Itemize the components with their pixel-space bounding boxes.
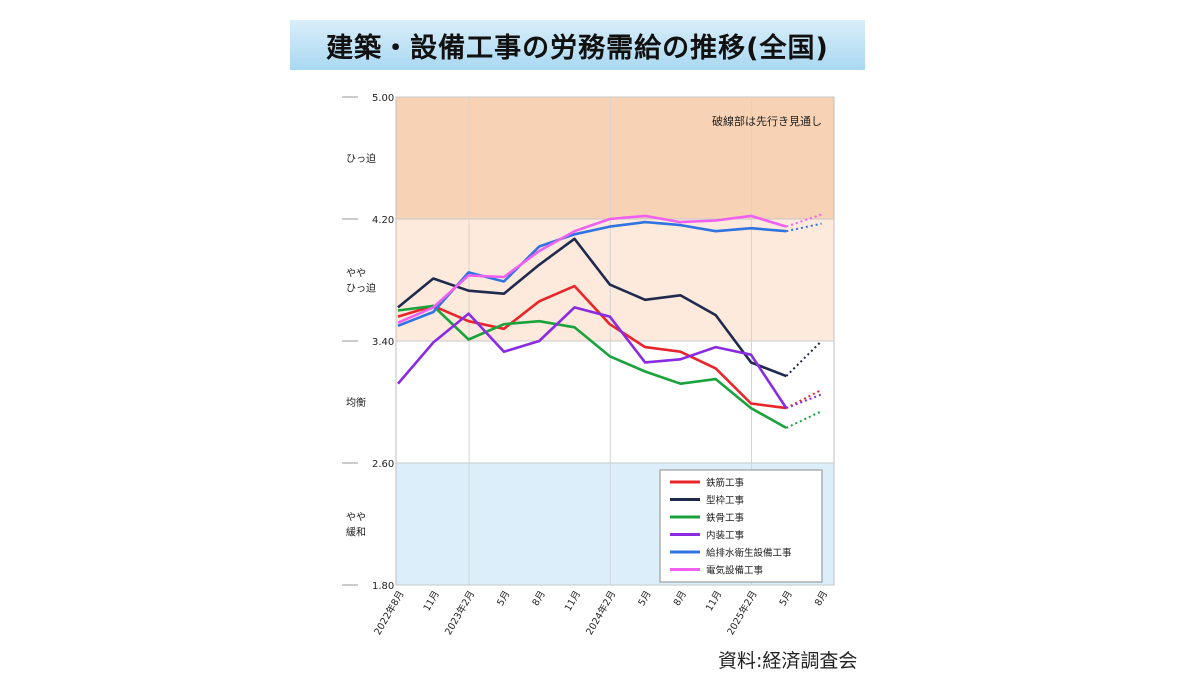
x-tick-layer: 2022年8月 11月 2023年2月 5月 8月 11月 2024年2月 5月 8月 11月 20…	[372, 589, 831, 638]
chart-title: 建築・設備工事の労務需給の推移(全国)	[290, 20, 865, 70]
x-tick-label: 8月	[672, 589, 689, 608]
zone-label: 緩和	[346, 526, 366, 539]
x-tick-label: 5月	[636, 589, 653, 608]
series-forecast-line	[785, 393, 822, 410]
legend-label: 内装工事	[706, 530, 745, 542]
zone-label: やや	[346, 512, 366, 524]
y-tick-label: 4.20	[372, 215, 394, 226]
legend-label: 型枠工事	[706, 495, 745, 507]
y-tick-label: 1.80	[372, 581, 394, 592]
x-tick-label: 8月	[813, 589, 830, 608]
x-tick-label: 11月	[704, 589, 724, 613]
source-note: 資料:経済調査会	[718, 650, 858, 672]
x-tick-label: 11月	[563, 589, 583, 613]
y-tick-label: 2.60	[372, 459, 394, 470]
y-tick-label: 3.40	[372, 337, 394, 348]
series-forecast-line	[785, 213, 822, 228]
legend-label: 給排水衛生設備工事	[706, 547, 792, 559]
series-line	[397, 306, 788, 409]
zone-label: やや	[346, 268, 366, 280]
x-tick-label: 2025年2月	[725, 589, 760, 638]
y-tick-label: 5.00	[372, 93, 394, 104]
series-line	[397, 304, 787, 430]
x-tick-label: 8月	[530, 589, 547, 608]
series-layer	[397, 213, 823, 430]
series-forecast-line	[786, 222, 822, 233]
x-tick-label: 5月	[495, 589, 512, 608]
legend-label: 鉄筋工事	[706, 477, 745, 489]
x-tick-label: 11月	[422, 589, 442, 613]
legend-label: 鉄骨工事	[706, 512, 745, 524]
legend-box	[659, 469, 823, 583]
x-tick-label: 2024年2月	[583, 589, 618, 638]
x-tick-label: 5月	[778, 589, 795, 608]
zone-label: ひっ迫	[346, 152, 376, 165]
y-tick-layer: 5.00 4.20 3.40 2.60 1.80	[372, 93, 394, 592]
zone-label: ひっ迫	[346, 282, 376, 295]
series-line	[397, 214, 787, 324]
series-line	[397, 237, 787, 378]
forecast-note: 破線部は先行き見通し	[712, 114, 822, 128]
x-tick-label: 2023年2月	[442, 589, 477, 638]
zone-label: 均衡	[346, 397, 366, 409]
series-forecast-line	[785, 340, 823, 377]
series-forecast-line	[785, 410, 823, 429]
x-tick-label: 2022年8月	[372, 589, 407, 638]
legend-label: 電気設備工事	[706, 565, 764, 577]
